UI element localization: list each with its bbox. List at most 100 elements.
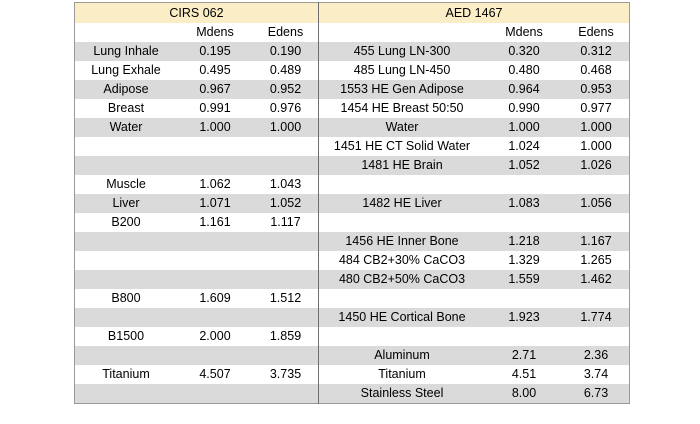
left-mdens-cell: 0.991 [177,99,253,118]
right-edens-cell: 0.312 [563,42,630,61]
left-material-cell: Water [74,118,177,137]
right-material-cell [318,289,485,308]
table-row: Water 1.000 1.000 Water 1.000 1.000 [74,118,630,137]
left-material-cell [74,270,177,289]
table-row: Adipose 0.967 0.952 1553 HE Gen Adipose 0.96… [74,80,630,99]
right-material-header [318,23,485,42]
right-mdens-cell: 1.218 [485,232,563,251]
aed-1467-header: AED 1467 [318,2,630,23]
table-row: 1451 HE CT Solid Water 1.024 1.000 [74,137,630,156]
left-material-cell [74,137,177,156]
left-mdens-cell [177,232,253,251]
right-edens-cell: 1.462 [563,270,630,289]
left-edens-cell: 3.735 [253,365,319,384]
left-material-cell: Breast [74,99,177,118]
right-edens-cell: 6.73 [563,384,630,404]
right-material-cell [318,213,485,232]
right-edens-cell: 1.056 [563,194,630,213]
cirs-062-header: CIRS 062 [74,2,319,23]
right-mdens-cell: 0.320 [485,42,563,61]
right-material-cell: Water [318,118,485,137]
right-edens-header: Edens [563,23,630,42]
left-edens-cell: 0.952 [253,80,319,99]
left-edens-cell [253,251,319,270]
left-edens-cell [253,232,319,251]
right-mdens-cell: 0.964 [485,80,563,99]
left-material-cell [74,346,177,365]
left-edens-cell [253,384,319,404]
right-mdens-cell: 0.990 [485,99,563,118]
right-mdens-cell: 1.000 [485,118,563,137]
left-edens-cell: 1.052 [253,194,319,213]
left-edens-cell: 0.190 [253,42,319,61]
right-material-cell: 1553 HE Gen Adipose [318,80,485,99]
table-row: Lung Exhale 0.495 0.489 485 Lung LN-450 0.48… [74,61,630,80]
right-material-cell: 1482 HE Liver [318,194,485,213]
left-material-cell: Lung Exhale [74,61,177,80]
table-row: Breast 0.991 0.976 1454 HE Breast 50:50 0.99… [74,99,630,118]
left-material-cell: Liver [74,194,177,213]
table-row: B1500 2.000 1.859 [74,327,630,346]
right-material-cell: 484 CB2+30% CaCO3 [318,251,485,270]
right-edens-cell: 2.36 [563,346,630,365]
right-mdens-cell: 1.559 [485,270,563,289]
right-mdens-cell [485,289,563,308]
left-material-cell: Muscle [74,175,177,194]
left-edens-cell: 1.859 [253,327,319,346]
left-mdens-cell: 0.495 [177,61,253,80]
right-edens-cell: 1.000 [563,137,630,156]
right-mdens-cell: 2.71 [485,346,563,365]
table-row: 480 CB2+50% CaCO3 1.559 1.462 [74,270,630,289]
table-row: Aluminum 2.71 2.36 [74,346,630,365]
right-mdens-cell: 1.083 [485,194,563,213]
left-material-header [74,23,177,42]
right-edens-cell [563,327,630,346]
right-edens-cell: 0.953 [563,80,630,99]
table-row: Lung Inhale 0.195 0.190 455 Lung LN-300 0.32… [74,42,630,61]
table-row: 1450 HE Cortical Bone 1.923 1.774 [74,308,630,327]
left-material-cell [74,251,177,270]
left-mdens-cell: 0.967 [177,80,253,99]
left-mdens-cell [177,384,253,404]
right-mdens-cell: 1.329 [485,251,563,270]
left-material-cell [74,384,177,404]
right-mdens-cell: 1.923 [485,308,563,327]
right-mdens-cell: 1.024 [485,137,563,156]
right-edens-cell [563,175,630,194]
table-row: 1481 HE Brain 1.052 1.026 [74,156,630,175]
left-edens-cell: 0.489 [253,61,319,80]
left-mdens-cell [177,156,253,175]
right-mdens-cell: 8.00 [485,384,563,404]
left-material-cell [74,308,177,327]
table-row: Liver 1.071 1.052 1482 HE Liver 1.083 1.056 [74,194,630,213]
left-mdens-cell: 0.195 [177,42,253,61]
left-edens-cell [253,308,319,327]
left-edens-cell: 1.043 [253,175,319,194]
left-material-cell: Titanium [74,365,177,384]
table-row: Muscle 1.062 1.043 [74,175,630,194]
table-row: 484 CB2+30% CaCO3 1.329 1.265 [74,251,630,270]
column-header-row: Mdens Edens Mdens Edens [74,23,630,42]
right-edens-cell: 1.265 [563,251,630,270]
right-edens-cell: 3.74 [563,365,630,384]
table-row: B200 1.161 1.117 [74,213,630,232]
left-mdens-cell: 4.507 [177,365,253,384]
density-table: CIRS 062 AED 1467 Mdens Edens Mdens Eden… [74,2,630,404]
left-mdens-cell [177,308,253,327]
left-edens-cell: 1.000 [253,118,319,137]
right-edens-cell: 0.468 [563,61,630,80]
right-material-cell: Aluminum [318,346,485,365]
right-edens-cell [563,289,630,308]
right-material-cell [318,327,485,346]
left-material-cell: Lung Inhale [74,42,177,61]
right-material-cell: Titanium [318,365,485,384]
right-mdens-cell: 1.052 [485,156,563,175]
right-mdens-cell [485,213,563,232]
table-row: B800 1.609 1.512 [74,289,630,308]
left-material-cell [74,156,177,175]
right-edens-cell [563,213,630,232]
table-row: Stainless Steel 8.00 6.73 [74,384,630,404]
table-row: Titanium 4.507 3.735 Titanium 4.51 3.74 [74,365,630,384]
left-mdens-cell: 1.062 [177,175,253,194]
left-mdens-cell: 1.000 [177,118,253,137]
